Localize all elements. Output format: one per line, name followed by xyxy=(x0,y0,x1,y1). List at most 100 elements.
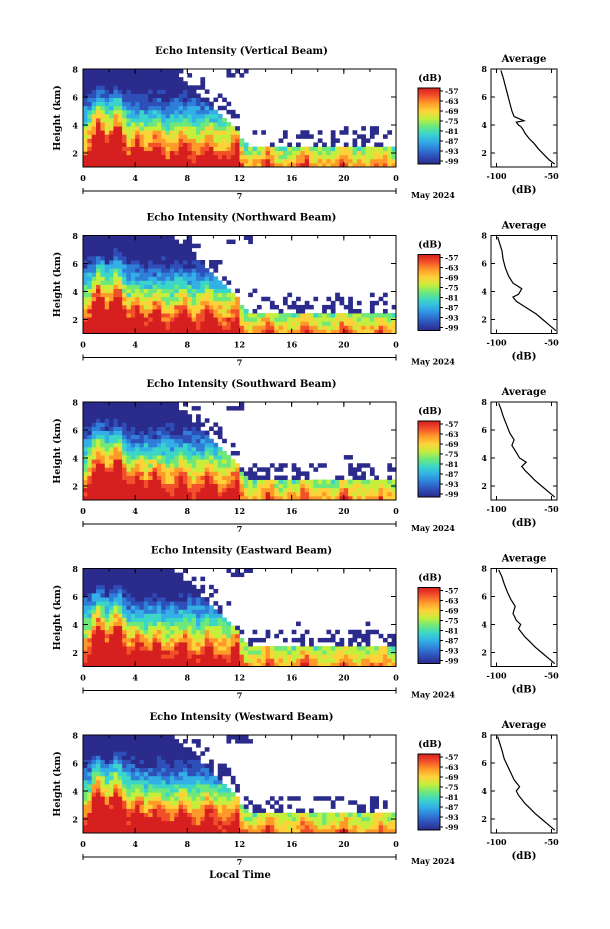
heatmap-cell xyxy=(243,650,249,655)
y-tick-label: 6 xyxy=(72,592,78,602)
heatmap-cell xyxy=(204,617,210,622)
heatmap-cell xyxy=(130,796,136,801)
heatmap-cell xyxy=(269,329,275,334)
heatmap-cell xyxy=(169,642,175,647)
heatmap-cell xyxy=(109,434,114,440)
heatmap-cell xyxy=(291,150,297,156)
heatmap-cell xyxy=(256,467,262,472)
heatmap-cell xyxy=(309,658,314,663)
heatmap-cell xyxy=(226,471,232,476)
heatmap-cell xyxy=(126,69,132,74)
heatmap-cell xyxy=(196,601,201,606)
heatmap-cell xyxy=(148,487,153,493)
heatmap-cell xyxy=(104,751,110,756)
heatmap-cell xyxy=(196,662,201,667)
heatmap-cell xyxy=(122,105,127,111)
heatmap-cell xyxy=(100,471,106,476)
heatmap-cell xyxy=(235,629,240,635)
heatmap-cell xyxy=(248,325,253,330)
heatmap-cell xyxy=(165,605,171,610)
heatmap-cell xyxy=(135,824,140,830)
heatmap-cell xyxy=(122,771,127,777)
x-tick-label: 16 xyxy=(286,340,298,350)
heatmap-cell xyxy=(161,642,166,647)
heatmap-cell xyxy=(209,109,214,115)
heatmap-cell xyxy=(130,580,136,586)
heatmap-cell xyxy=(196,126,201,131)
heatmap-cell xyxy=(113,264,119,269)
heatmap-cell xyxy=(169,317,175,322)
heatmap-cell xyxy=(126,576,132,582)
heatmap-cell xyxy=(87,292,93,298)
heatmap-cell xyxy=(187,788,193,793)
heatmap-cell xyxy=(135,804,140,809)
heatmap-cell xyxy=(139,800,145,805)
heatmap-cell xyxy=(143,637,149,643)
heatmap-cell xyxy=(217,118,223,123)
heatmap-cell xyxy=(161,576,166,582)
heatmap-cell xyxy=(209,296,214,302)
heatmap-cell xyxy=(87,406,93,411)
heatmap-cell xyxy=(83,414,88,419)
heatmap-cell xyxy=(291,662,297,667)
heatmap-cell xyxy=(165,820,171,826)
heatmap-cell xyxy=(83,313,88,318)
heatmap-cell xyxy=(174,455,180,460)
heatmap-cell xyxy=(83,828,88,834)
heatmap-cell xyxy=(122,272,127,277)
heatmap-cell xyxy=(113,430,119,436)
heatmap-cell xyxy=(126,239,132,245)
heatmap-cell xyxy=(156,146,162,152)
heatmap-cell xyxy=(235,130,240,135)
heatmap-cell xyxy=(330,495,336,501)
heatmap-cell xyxy=(178,451,184,456)
heatmap-cell xyxy=(117,272,123,277)
heatmap-cell xyxy=(178,658,184,663)
heatmap-cell xyxy=(187,646,193,651)
heatmap-cell xyxy=(135,576,140,582)
heatmap-cell xyxy=(296,621,301,627)
heatmap-cell xyxy=(143,779,149,785)
heatmap-cell xyxy=(87,463,93,468)
heatmap-cell xyxy=(91,459,97,464)
heatmap-cell xyxy=(169,243,175,249)
heatmap-cell xyxy=(165,735,171,740)
heatmap-cell xyxy=(104,288,110,294)
panel-title: Echo Intensity (Eastward Beam) xyxy=(151,546,332,557)
heatmap-cell xyxy=(274,654,280,659)
heatmap-cell xyxy=(187,816,193,822)
heatmap-cell xyxy=(83,134,88,139)
heatmap-cell xyxy=(161,251,166,257)
heatmap-cell xyxy=(83,446,88,452)
heatmap-cell xyxy=(122,154,127,160)
heatmap-cell xyxy=(148,138,153,143)
heatmap-cell xyxy=(304,300,310,306)
heatmap-cell xyxy=(226,625,232,631)
heatmap-cell xyxy=(139,89,145,94)
heatmap-cell xyxy=(148,775,153,781)
heatmap-cell xyxy=(96,288,101,294)
heatmap-cell xyxy=(182,288,188,294)
heatmap-cell xyxy=(365,633,371,639)
heatmap-cell xyxy=(169,747,175,752)
heatmap-cell xyxy=(156,154,162,160)
heatmap-cell xyxy=(135,272,140,277)
heatmap-cell xyxy=(122,434,127,440)
heatmap-cell xyxy=(165,296,171,302)
heatmap-cell xyxy=(161,418,166,423)
heatmap-cell xyxy=(113,268,119,273)
heatmap-cell xyxy=(109,414,114,419)
heatmap-cell xyxy=(217,467,223,472)
heatmap-cell xyxy=(309,637,314,643)
heatmap-cell xyxy=(113,816,119,822)
heatmap-cell xyxy=(265,658,271,663)
heatmap-cell xyxy=(117,771,123,777)
heatmap-cell xyxy=(204,113,210,119)
heatmap-cell xyxy=(87,820,93,826)
heatmap-cell xyxy=(178,158,184,164)
heatmap-cell xyxy=(200,495,206,501)
heatmap-cell xyxy=(209,146,214,152)
heatmap-cell xyxy=(187,321,193,326)
heatmap-cell xyxy=(143,154,149,160)
heatmap-cell xyxy=(182,479,188,485)
